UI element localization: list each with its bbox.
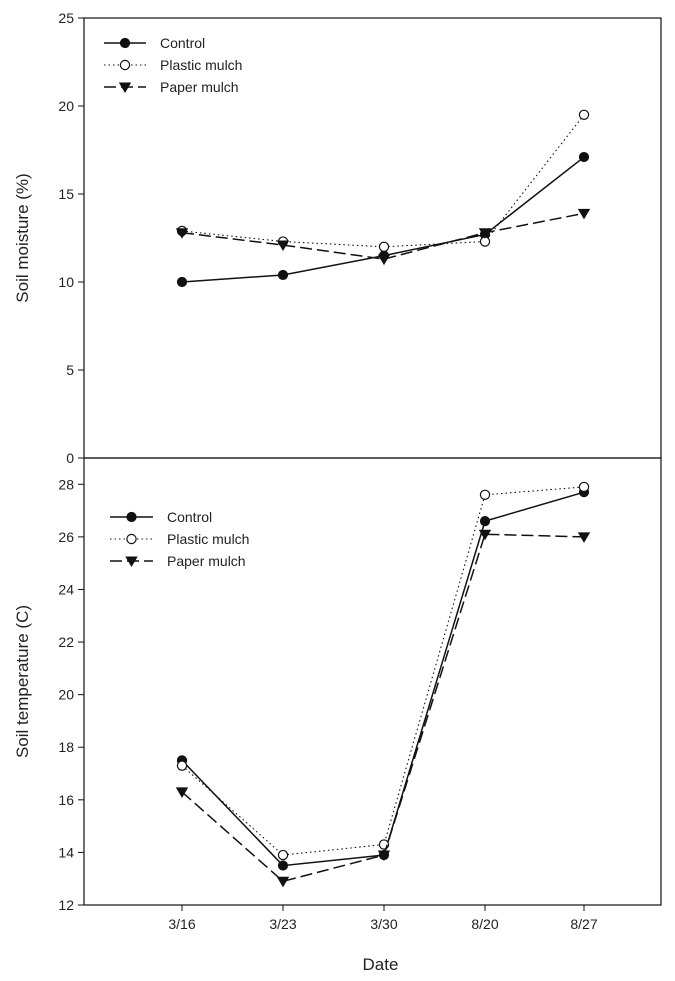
x-tick-label: 3/16 (168, 916, 195, 932)
legend-label-1: Control (160, 35, 205, 51)
data-point-plastic-mulch (479, 489, 491, 501)
x-tick-label: 8/20 (471, 916, 498, 932)
legend-label-1: Plastic mulch (160, 57, 242, 73)
y-tick-label-2: 20 (58, 687, 74, 703)
data-point-plastic-mulch (277, 849, 289, 861)
data-point-paper-mulch (377, 850, 391, 862)
y-tick-label-1: 15 (58, 186, 74, 202)
legend-marker-2 (126, 533, 137, 545)
data-point-paper-mulch (175, 228, 189, 239)
plot-frame-2 (83, 457, 662, 906)
y-tick-label-2: 18 (58, 739, 74, 755)
data-point-paper-mulch (377, 254, 391, 266)
legend-label-2: Paper mulch (167, 553, 246, 569)
data-point-paper-mulch (175, 787, 189, 798)
series-line-paper-mulch (181, 212, 585, 260)
y-tick-label-2: 22 (58, 634, 74, 650)
data-point-control (578, 151, 590, 163)
x-tick-label: 3/23 (269, 916, 296, 932)
legend-marker-2 (125, 556, 138, 568)
y-tick-label-2: 16 (58, 792, 74, 808)
data-point-control (479, 516, 491, 527)
y-tick-label-2: 14 (58, 844, 74, 860)
y-axis-label-1: Soil moisture (%) (13, 173, 32, 302)
y-tick-label-1: 5 (66, 362, 74, 378)
legend-marker-1 (119, 59, 131, 71)
data-point-control (277, 269, 289, 281)
legend-marker-2 (126, 511, 137, 523)
y-tick-label-2: 26 (58, 529, 74, 545)
y-tick-label-2: 12 (58, 897, 74, 913)
series-line-plastic-mulch (181, 114, 585, 248)
data-point-control (277, 860, 289, 871)
data-point-paper-mulch (577, 208, 591, 220)
x-tick-label: 3/30 (370, 916, 397, 932)
data-point-plastic-mulch (378, 241, 390, 252)
data-point-paper-mulch (478, 228, 492, 239)
y-tick-label-1: 10 (58, 274, 74, 290)
data-point-plastic-mulch (378, 839, 390, 850)
series-line-control (181, 491, 585, 867)
data-point-control (176, 276, 188, 288)
x-tick-label: 8/27 (570, 916, 597, 932)
legend-label-2: Plastic mulch (167, 531, 249, 547)
y-tick-label-1: 20 (58, 98, 74, 114)
y-tick-label-1: 25 (58, 10, 74, 26)
series-line-paper-mulch (181, 533, 585, 883)
legend-marker-1 (118, 82, 132, 94)
y-axis-label-2: Soil temperature (C) (13, 605, 32, 758)
legend-label-1: Paper mulch (160, 79, 239, 95)
data-point-paper-mulch (276, 876, 290, 888)
data-point-paper-mulch (276, 240, 290, 252)
legend-marker-1 (119, 37, 131, 49)
legend-label-2: Control (167, 509, 212, 525)
data-point-paper-mulch (478, 529, 492, 541)
data-point-plastic-mulch (578, 109, 590, 121)
x-axis-label: Date (363, 955, 399, 974)
data-point-plastic-mulch (176, 760, 188, 771)
data-point-plastic-mulch (578, 481, 590, 493)
y-tick-label-2: 24 (58, 581, 74, 597)
y-tick-label-2: 28 (58, 476, 74, 492)
y-tick-label-1: 0 (66, 450, 74, 466)
data-point-paper-mulch (577, 532, 591, 543)
